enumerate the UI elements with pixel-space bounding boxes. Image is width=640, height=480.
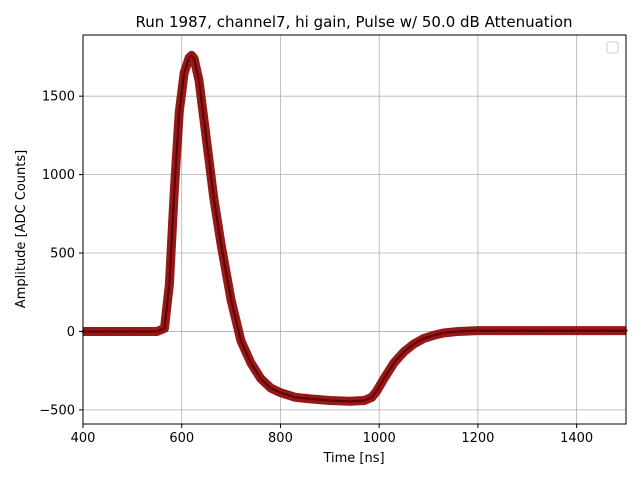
chart-title: Run 1987, channel7, hi gain, Pulse w/ 50… <box>135 13 572 31</box>
data-point <box>456 329 460 333</box>
data-point <box>422 337 426 341</box>
y-tick-label: −500 <box>39 403 75 418</box>
data-point <box>249 361 253 365</box>
data-point <box>229 298 233 302</box>
data-point <box>269 386 273 390</box>
data-point <box>162 326 166 330</box>
data-point <box>155 329 159 333</box>
data-point <box>476 329 480 333</box>
data-point <box>202 118 206 122</box>
data-point <box>293 395 297 399</box>
x-tick-label: 1400 <box>560 431 593 446</box>
data-point <box>197 78 201 82</box>
data-point <box>219 243 223 247</box>
data-point <box>348 399 352 403</box>
data-point <box>172 188 176 192</box>
y-tick-label: 500 <box>50 247 75 262</box>
x-tick-label: 600 <box>169 431 194 446</box>
data-point <box>187 56 191 60</box>
x-tick-label: 800 <box>268 431 293 446</box>
series-layer <box>81 50 628 406</box>
x-tick-label: 1200 <box>461 431 494 446</box>
data-point <box>190 53 194 57</box>
data-point <box>167 282 171 286</box>
data-point <box>177 110 181 114</box>
data-point <box>370 395 374 399</box>
y-tick-label: 1000 <box>42 168 75 183</box>
x-axis-label: Time [ns] <box>322 451 384 466</box>
data-point <box>308 397 312 401</box>
data-point <box>525 329 529 333</box>
data-point <box>182 71 186 75</box>
data-point <box>412 342 416 346</box>
data-point <box>278 391 282 395</box>
data-point <box>431 333 435 337</box>
data-point <box>441 331 445 335</box>
data-point <box>212 196 216 200</box>
data-point <box>207 157 211 161</box>
data-point <box>328 398 332 402</box>
y-tick-label: 0 <box>67 325 75 340</box>
data-point <box>130 329 134 333</box>
x-tick-label: 1000 <box>363 431 396 446</box>
data-point <box>392 361 396 365</box>
data-point <box>501 329 505 333</box>
data-point <box>192 57 196 61</box>
data-point <box>575 329 579 333</box>
data-point <box>106 329 110 333</box>
y-axis-label: Amplitude [ADC Counts] <box>14 150 29 308</box>
ticks: 400 600 800 1000 1200 1400 −500 0 500 1000 1500 <box>39 90 593 446</box>
x-tick-label: 400 <box>71 431 96 446</box>
data-point <box>599 329 603 333</box>
data-point <box>402 350 406 354</box>
y-tick-label: 1500 <box>42 90 75 105</box>
legend <box>606 41 619 54</box>
data-point <box>239 339 243 343</box>
data-point <box>362 398 366 402</box>
data-point <box>550 329 554 333</box>
data-point <box>375 389 379 393</box>
data-point <box>259 377 263 381</box>
plot-frame <box>82 34 627 425</box>
data-point <box>382 377 386 381</box>
